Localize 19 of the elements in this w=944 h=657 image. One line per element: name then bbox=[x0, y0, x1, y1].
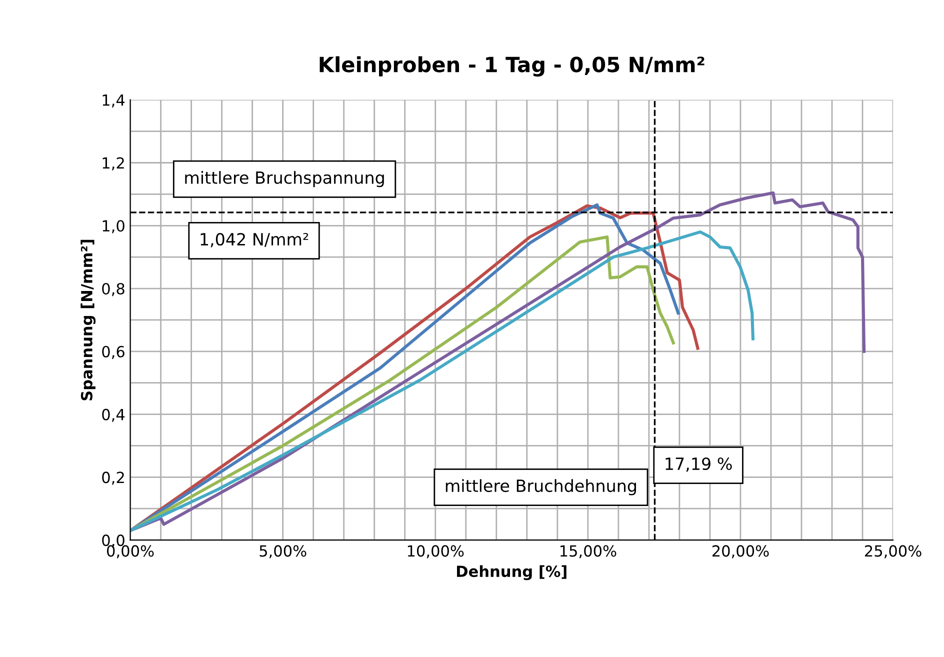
y-tick-label: 1,2 bbox=[102, 157, 124, 170]
y-tick-label: 1,0 bbox=[102, 220, 124, 234]
x-tick-label: 20,00% bbox=[712, 545, 769, 558]
y-tick-label: 0,2 bbox=[102, 472, 124, 485]
ref-line-label: 17,19 % bbox=[666, 457, 732, 472]
x-tick-label: 25,00% bbox=[865, 545, 922, 558]
y-tick-label: 1,4 bbox=[102, 94, 125, 108]
y-tick-label: 0,4 bbox=[102, 408, 125, 422]
annotation: mittlere Bruchdehnung bbox=[446, 479, 636, 496]
ref-line-label: 1,042 N/mm² bbox=[200, 232, 308, 248]
x-axis-title: Dehnung [%] bbox=[457, 565, 566, 580]
y-axis-title: Spannung [N/mm²] bbox=[80, 240, 96, 400]
y-tick-label: 0,8 bbox=[102, 282, 124, 296]
x-tick-label: 15,00% bbox=[560, 545, 616, 558]
x-tick-label: 10,00% bbox=[408, 545, 464, 558]
x-tick-label: 5,00% bbox=[260, 545, 306, 558]
chart-title: Kleinproben - 1 Tag - 0,05 N/mm² bbox=[320, 56, 704, 77]
y-tick-label: 0,6 bbox=[102, 346, 124, 359]
annotation: mittlere Bruchspannung bbox=[185, 171, 384, 188]
